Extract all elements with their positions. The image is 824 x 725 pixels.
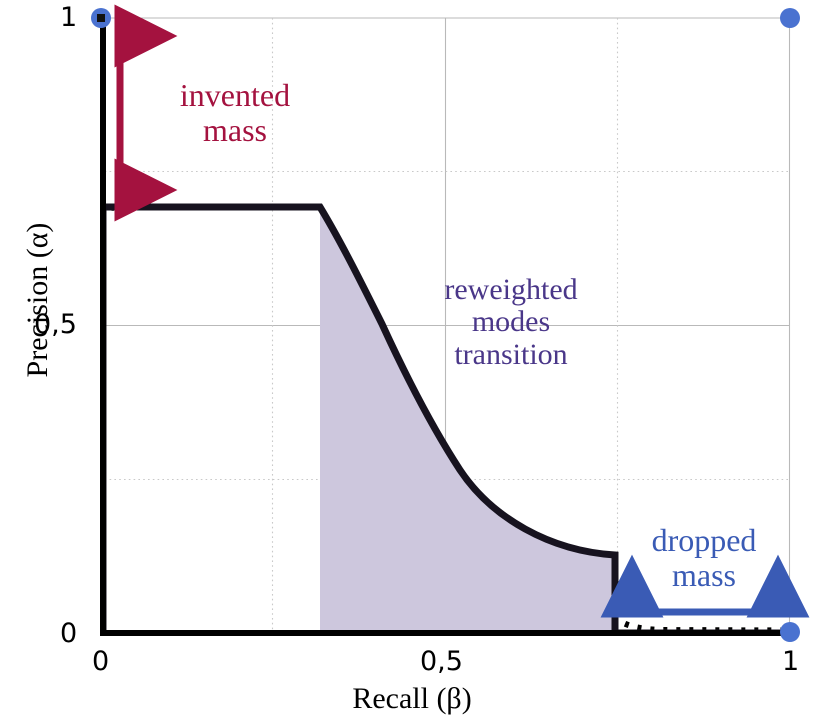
- y-tick-1: 1: [60, 2, 78, 33]
- x-tick-0-5: 0,5: [420, 646, 463, 677]
- axis-spines: [100, 16, 793, 636]
- gridlines-minor: [100, 18, 790, 633]
- x-axis-title: Recall (β): [352, 682, 472, 715]
- marker-top-right: [780, 8, 800, 28]
- y-tick-0-5: 0,5: [34, 309, 77, 340]
- x-tick-1: 1: [782, 646, 800, 677]
- marker-top-left-core: [97, 14, 105, 22]
- precision-recall-curve: [100, 203, 790, 633]
- y-axis-title-wrapper: Precision (α): [21, 85, 63, 515]
- y-tick-0: 0: [60, 618, 78, 649]
- annotation-invented-mass: invented mass: [179, 77, 291, 148]
- x-tick-0: 0: [92, 646, 110, 677]
- marker-bottom-right: [780, 622, 800, 642]
- y-axis-title: Precision (α): [21, 222, 54, 378]
- annotation-reweighted-modes-transition: reweighted modes transition: [444, 273, 578, 371]
- shaded-region-reweighted: [320, 207, 615, 633]
- annotation-dropped-mass: dropped mass: [651, 522, 757, 593]
